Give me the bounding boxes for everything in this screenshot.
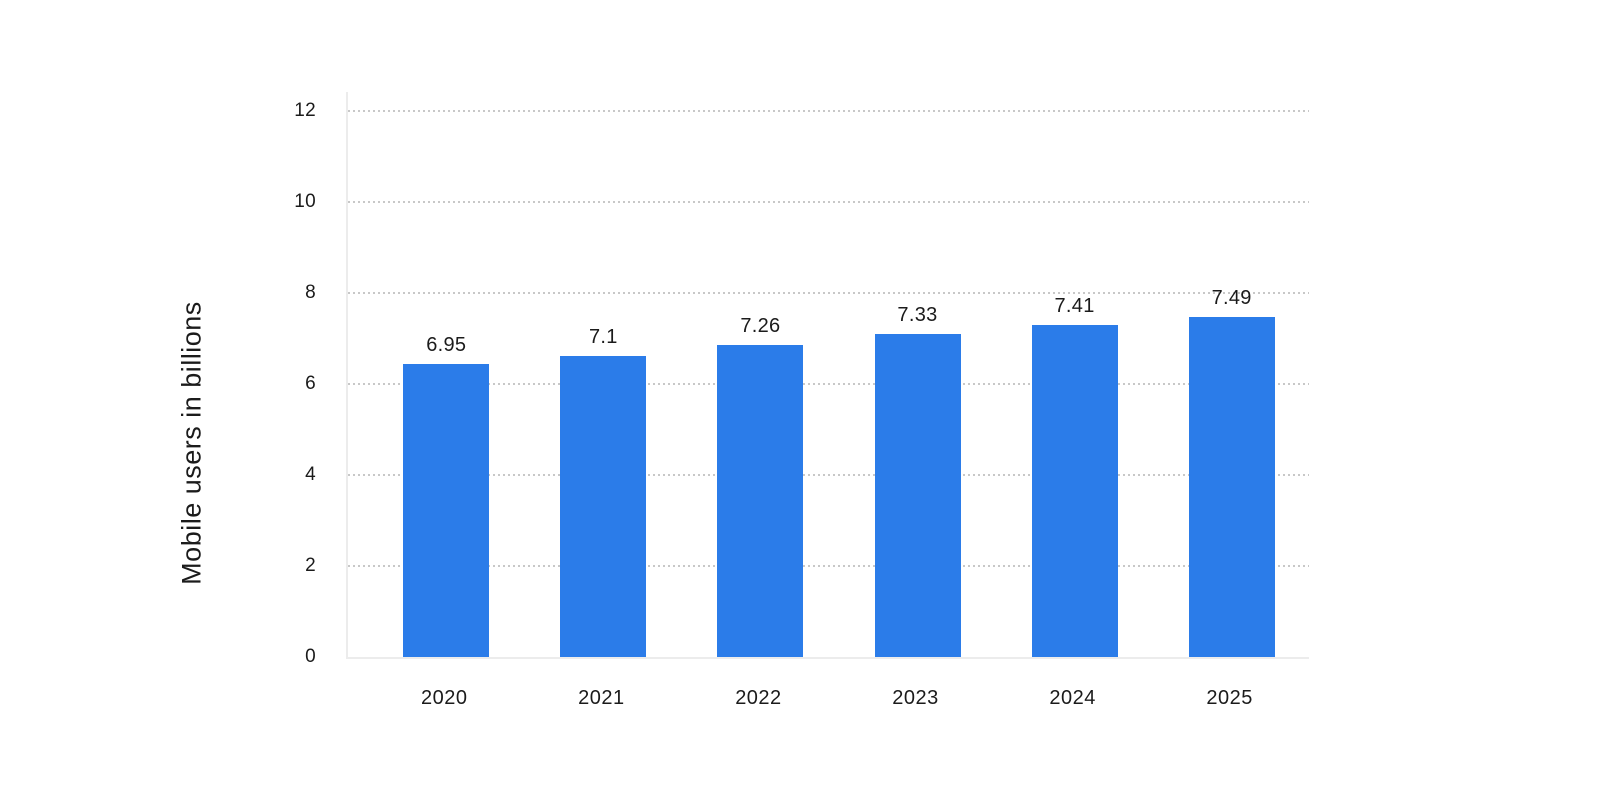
bar-value-label: 7.33 <box>897 303 938 326</box>
bar-2023 <box>874 333 961 657</box>
gridline-12 <box>348 110 1309 112</box>
y-axis-tick-label: 4 <box>305 464 316 485</box>
x-axis-tick-label: 2022 <box>735 687 782 709</box>
x-axis-tick-label: 2020 <box>421 687 468 709</box>
y-axis-tick-label: 2 <box>305 555 316 576</box>
gridline-2 <box>348 565 1309 567</box>
bar-2021 <box>560 355 647 657</box>
x-axis-tick-label: 2024 <box>1049 687 1096 709</box>
x-axis-tick-label: 2023 <box>892 687 939 709</box>
plot-area: 6.95 7.1 7.26 7.33 7.41 7.49 <box>346 92 1309 659</box>
y-axis-tick-label: 8 <box>305 282 316 303</box>
bar-value-label: 6.95 <box>426 334 467 357</box>
gridline-4 <box>348 474 1309 476</box>
y-axis-tick-label: 12 <box>294 100 316 121</box>
y-axis-title: Mobile users in billions <box>176 301 207 585</box>
bar-value-label: 7.41 <box>1054 295 1095 318</box>
y-axis-tick-label: 6 <box>305 373 316 394</box>
bar-2022 <box>717 345 804 657</box>
gridline-10 <box>348 201 1309 203</box>
y-axis-tick-label: 0 <box>305 646 316 667</box>
bar-value-label: 7.26 <box>740 315 781 338</box>
bar-value-label: 7.1 <box>589 325 618 348</box>
y-axis-tick-label: 10 <box>294 191 316 212</box>
bar-2020 <box>403 364 490 657</box>
gridline-8 <box>348 292 1309 294</box>
gridline-6 <box>348 383 1309 385</box>
bar-2025 <box>1188 316 1275 657</box>
x-axis-tick-label: 2021 <box>578 687 625 709</box>
x-axis-tick-label: 2025 <box>1206 687 1253 709</box>
bar-value-label: 7.49 <box>1211 286 1252 309</box>
bar-2024 <box>1031 325 1118 657</box>
